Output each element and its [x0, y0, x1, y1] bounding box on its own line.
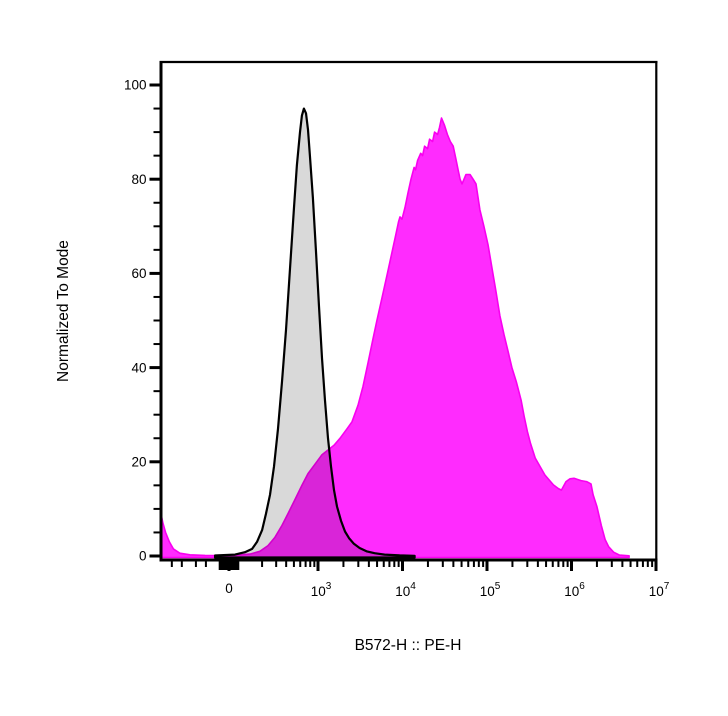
y-tick-label: 80: [131, 172, 146, 187]
plot-frame: [159, 60, 658, 562]
pe-stained-histogram: [161, 117, 630, 559]
x-tick-label: 103: [311, 581, 332, 599]
x-tick-label: 0: [225, 581, 233, 596]
y-axis-title: Normalized To Mode: [55, 240, 72, 382]
y-tick-label: 100: [124, 78, 147, 93]
y-tick-label: 20: [131, 455, 146, 470]
y-axis-tick-labels: 0 20 40 60 80 100: [124, 78, 147, 564]
y-axis-ticks: [149, 83, 160, 558]
x-tick-label: 105: [480, 581, 501, 599]
y-tick-label: 60: [131, 266, 146, 281]
x-tick-label: 107: [649, 581, 670, 599]
y-tick-label: 40: [131, 360, 146, 375]
histogram-series-group: [161, 107, 630, 559]
y-tick-label: 0: [139, 549, 147, 564]
x-axis-tick-labels: 0 103 104 105 106 107: [225, 581, 669, 599]
x-axis-title: B572-H :: PE-H: [355, 637, 462, 654]
x-tick-label: 106: [564, 581, 585, 599]
x-axis-ticks: [170, 561, 658, 571]
x-tick-label: 104: [395, 581, 416, 599]
